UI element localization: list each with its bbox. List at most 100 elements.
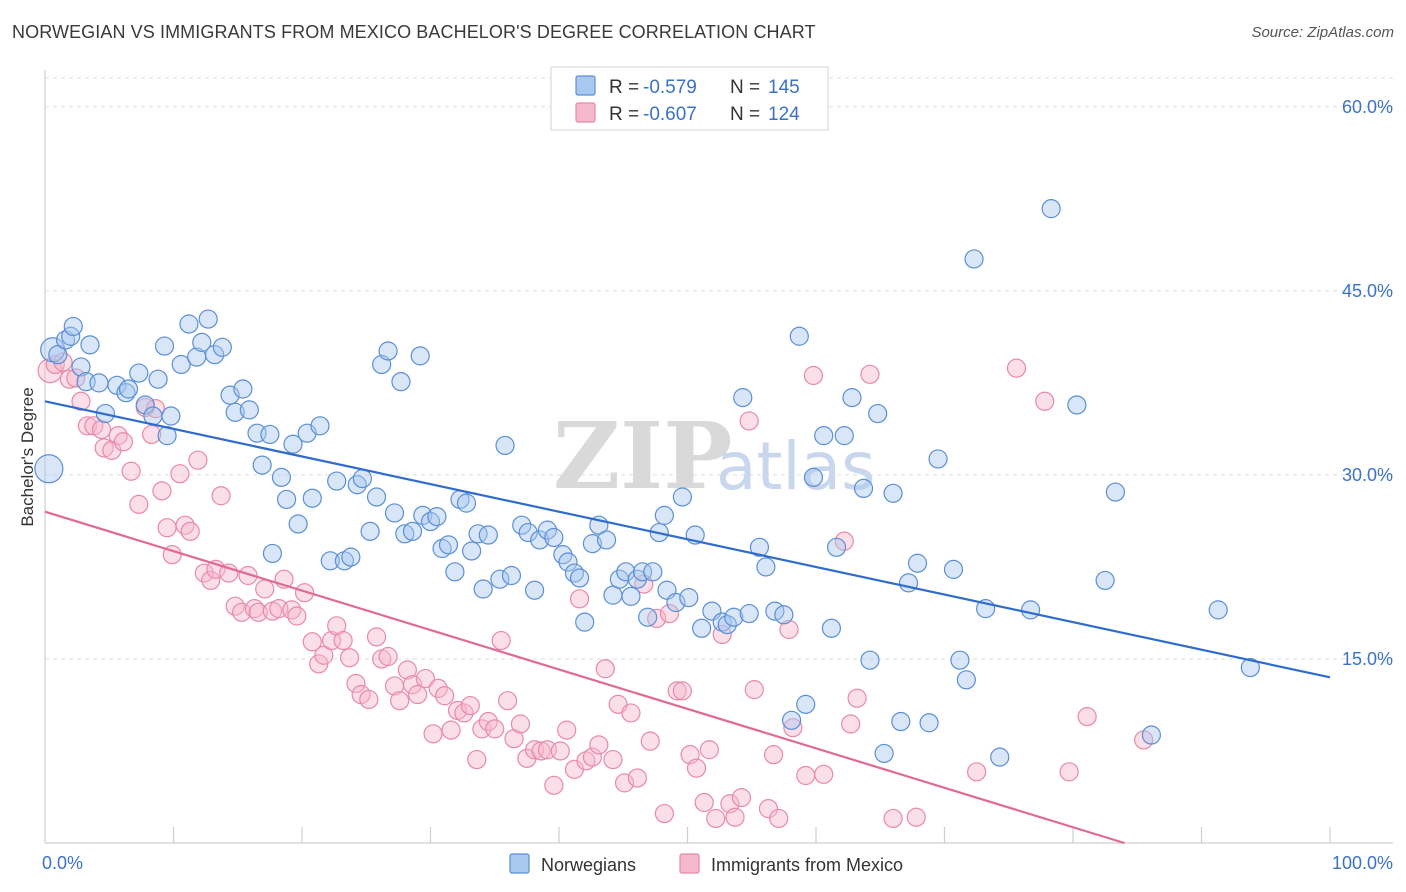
y-axis-label: Bachelor's Degree: [18, 387, 37, 526]
bottom-legend-swatch-norwegians: [509, 853, 530, 874]
immigrants-from-mexico-point: [91, 419, 112, 440]
immigrants-from-mexico-point: [491, 630, 511, 651]
legend-n-label: N =: [730, 104, 760, 125]
immigrants-from-mexico-point: [188, 450, 208, 470]
norwegians-point: [524, 580, 545, 600]
norwegians-point: [341, 547, 361, 567]
norwegians-point: [212, 337, 232, 357]
norwegians-point: [410, 346, 430, 366]
immigrants-from-mexico-point: [621, 703, 641, 723]
norwegians-point: [868, 403, 888, 424]
norwegians-point: [603, 585, 623, 605]
immigrants-from-mexico-point: [238, 565, 258, 586]
norwegians-point: [654, 505, 674, 525]
norwegians-point: [260, 424, 280, 445]
immigrants-from-mexico-point: [1059, 762, 1079, 782]
immigrants-from-mexico-point: [287, 606, 307, 626]
immigrants-from-mexico-point: [435, 686, 455, 706]
norwegians-point: [575, 612, 595, 632]
norwegians-point: [789, 326, 809, 346]
norwegians-point: [774, 605, 794, 625]
norwegians-point: [842, 388, 862, 408]
norwegians-point: [756, 557, 776, 577]
y-tick-label: 45.0%: [1342, 281, 1393, 301]
norwegians-point: [252, 455, 272, 475]
norwegians-point: [733, 388, 753, 408]
trendline-norwegians: [44, 400, 1331, 679]
immigrants-from-mexico-point: [814, 764, 834, 784]
immigrants-from-mexico-point: [232, 602, 252, 622]
immigrants-from-mexico-point: [589, 735, 609, 755]
legend-swatch-immigrants-from-mexico: [575, 102, 596, 123]
immigrants-from-mexico-point: [744, 680, 764, 700]
legend-r-label: R =: [609, 77, 639, 98]
norwegians-point: [1141, 725, 1161, 745]
norwegians-point: [161, 406, 181, 426]
immigrants-from-mexico-point: [201, 570, 221, 591]
norwegians-point: [712, 612, 732, 632]
immigrants-from-mexico-point: [302, 632, 322, 652]
immigrants-from-mexico-point: [569, 589, 590, 609]
norwegians-point: [456, 493, 477, 513]
norwegians-point: [225, 402, 245, 422]
immigrants-from-mexico-point: [550, 741, 570, 761]
norwegians-point: [427, 507, 447, 527]
norwegians-point: [233, 379, 253, 399]
immigrants-from-mexico-point: [834, 531, 854, 551]
norwegians-point: [518, 522, 538, 543]
immigrants-from-mexico-point: [694, 792, 714, 813]
watermark-zip: ZIP: [553, 402, 732, 510]
chart-source: Source: ZipAtlas.com: [1251, 24, 1394, 41]
immigrants-from-mexico-point: [699, 740, 719, 760]
norwegians-point: [462, 541, 482, 561]
norwegians-point: [490, 569, 510, 589]
norwegians-point: [596, 530, 617, 550]
immigrants-from-mexico-point: [378, 646, 398, 667]
norwegians-point: [192, 332, 212, 352]
y-tick-label: 60.0%: [1342, 97, 1393, 117]
legend-r-label: R =: [609, 104, 639, 125]
immigrants-from-mexico-point: [428, 678, 448, 699]
norwegians-point: [632, 562, 653, 582]
immigrants-from-mexico-point: [333, 630, 353, 651]
norwegians-point: [692, 618, 712, 638]
norwegians-point: [501, 565, 522, 586]
chart-title: NORWEGIAN VS IMMIGRANTS FROM MEXICO BACH…: [12, 22, 816, 42]
trendlines: [44, 400, 1331, 845]
y-tick-label: 15.0%: [1342, 649, 1393, 669]
norwegians-point: [781, 710, 802, 730]
norwegians-point: [352, 468, 372, 489]
norwegians-point: [796, 694, 816, 714]
norwegians-point: [80, 335, 100, 355]
norwegians-point: [853, 478, 874, 499]
norwegians-point: [666, 592, 686, 613]
norwegians-point: [724, 607, 744, 627]
norwegians-point: [544, 527, 564, 548]
immigrants-from-mexico-point: [454, 703, 474, 723]
norwegians-point: [860, 650, 880, 670]
norwegians-point: [413, 505, 433, 525]
norwegians-point: [558, 552, 578, 572]
norwegians-point: [537, 520, 558, 540]
norwegians-point: [262, 543, 283, 564]
immigrants-from-mexico-point: [346, 673, 366, 694]
norwegians-point: [391, 372, 411, 392]
immigrants-from-mexico-point: [686, 758, 707, 778]
norwegians-point: [821, 618, 842, 638]
norwegians-point: [883, 483, 903, 503]
immigrants-from-mexico-point: [129, 494, 149, 514]
legend-n-label: N =: [730, 77, 760, 98]
immigrants-from-mexico-point: [145, 399, 166, 419]
norwegians-point: [360, 521, 380, 541]
norwegians-point: [907, 553, 928, 573]
norwegians-point: [366, 487, 387, 507]
norwegians-point: [679, 588, 699, 608]
legend-r-value: -0.579: [643, 77, 697, 98]
norwegians-point: [803, 467, 824, 487]
legend-n-value: 145: [768, 77, 800, 98]
immigrants-from-mexico-point: [739, 411, 759, 431]
immigrants-from-mexico-point: [255, 579, 275, 599]
immigrants-from-mexico-point: [415, 668, 435, 689]
norwegians-point: [530, 530, 550, 550]
